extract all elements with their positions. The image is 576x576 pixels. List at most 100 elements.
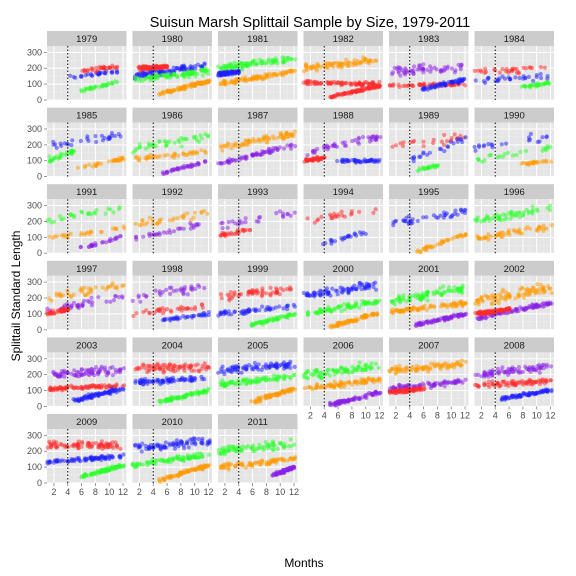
data-point [357,360,362,365]
data-point [137,141,142,146]
data-point [99,133,105,138]
data-point [421,139,426,144]
data-point [172,151,178,156]
chart-title: Suisun Marsh Splittail Sample by Size, 1… [150,15,471,31]
data-point [463,135,468,140]
data-point [59,388,64,393]
data-point [349,211,354,216]
data-point [339,209,344,214]
data-point [420,165,426,170]
data-point [304,64,309,69]
data-point [185,164,190,169]
facet-strip [132,31,212,46]
facet-strip-label: 1979 [76,34,97,45]
data-point [86,385,91,390]
facet-strip-label: 1982 [333,34,354,45]
data-point [110,158,115,163]
data-point [58,214,63,219]
data-point [267,146,272,152]
data-point [233,71,238,76]
data-point [133,380,138,385]
data-point [311,156,316,161]
data-point [436,318,441,323]
data-point [193,82,198,87]
data-point [524,66,529,71]
data-point [332,379,337,384]
data-point [534,72,540,78]
data-point [521,212,526,217]
data-point [271,59,276,64]
data-point [530,305,535,310]
data-point [223,308,228,314]
data-point [392,302,398,307]
data-point [427,150,432,155]
data-point [341,321,347,326]
data-point [145,381,150,386]
data-point [417,63,422,68]
data-point [421,321,426,327]
data-point [390,144,395,149]
data-point [111,210,116,215]
data-point [459,300,464,305]
data-point [96,367,102,372]
data-point [182,378,187,383]
data-point [309,385,314,390]
data-point [473,217,478,223]
data-point [333,288,338,293]
data-point [549,223,554,228]
facet-strip-label: 2006 [333,340,354,351]
data-point [108,391,113,397]
data-point [240,62,245,67]
data-point [61,370,66,375]
data-point [488,152,493,157]
facet-strip-label: 1991 [76,187,97,198]
data-point [257,397,262,402]
facet-panel-1979: 1979 0 100 200 300 [27,31,127,105]
data-point [116,295,121,300]
facet-strip-label: 1994 [333,187,354,198]
data-point [179,144,184,149]
data-point [350,319,355,324]
data-point [222,64,227,69]
data-point [90,370,95,375]
data-point [203,159,208,164]
data-point [301,290,306,296]
data-point [312,65,317,70]
data-point [434,82,440,87]
data-point [546,284,551,289]
data-point [424,215,429,220]
data-point [319,155,324,161]
data-point [396,82,401,87]
data-point [255,152,260,157]
data-point [370,365,375,370]
data-point [113,226,119,231]
data-point [73,373,78,378]
data-point [256,376,261,381]
data-point [102,65,107,70]
data-point [244,364,249,370]
data-point [463,207,468,212]
data-point [158,91,163,96]
data-point [335,158,340,164]
facet-panel-2003: 2003 0 100 200 300 [27,337,127,411]
data-point [177,287,183,292]
data-point [343,369,349,374]
data-point [251,60,256,65]
data-point [285,303,290,308]
data-point [362,299,367,304]
data-point [530,204,535,209]
data-point [308,66,314,71]
data-point [86,244,91,249]
facet-panel-1986: 1986 [131,107,212,178]
data-point [59,143,64,148]
data-point [455,286,460,291]
data-point [141,70,146,75]
data-point [97,64,102,70]
data-point [357,305,362,310]
data-point [449,66,454,71]
data-point [393,297,398,302]
data-point [230,366,235,371]
facet-strip-label: 1992 [162,187,183,198]
data-point [181,292,186,297]
